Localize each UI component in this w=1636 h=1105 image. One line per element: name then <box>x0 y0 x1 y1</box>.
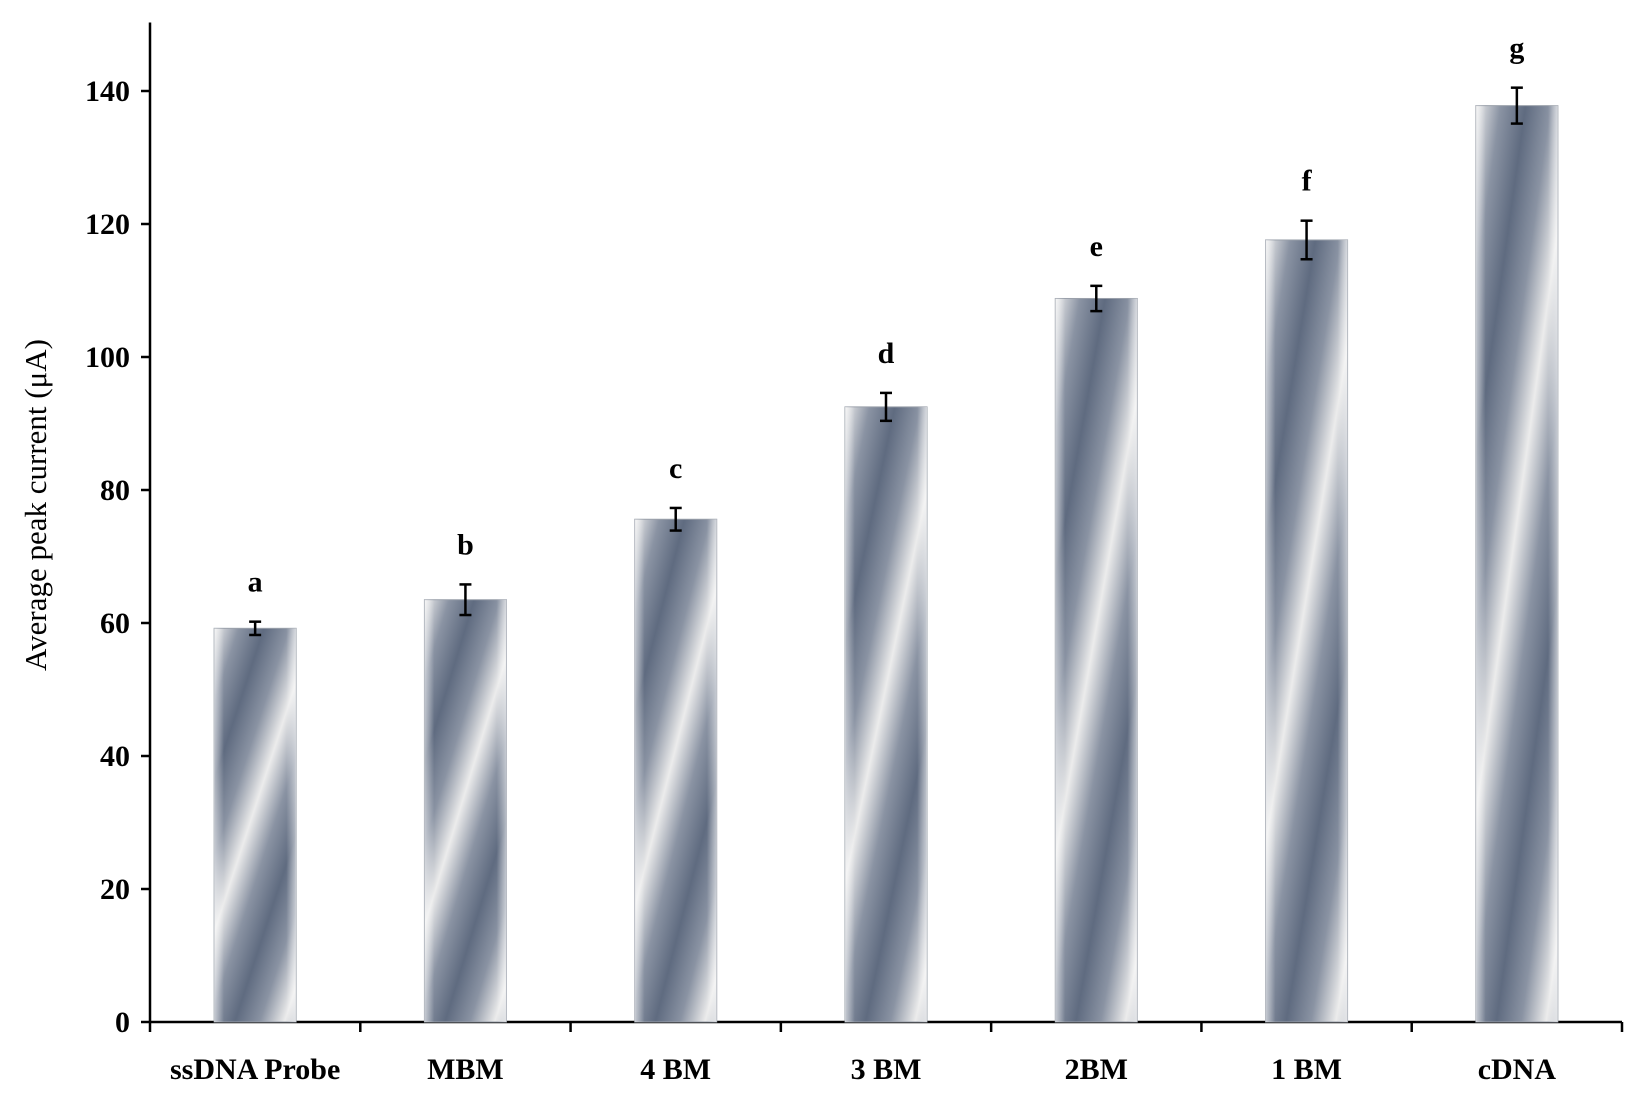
significance-letter: a <box>248 566 263 599</box>
category-label: MBM <box>427 1053 504 1086</box>
y-tick-label: 140 <box>85 75 130 108</box>
bar-highlight <box>1475 105 1558 1022</box>
category-label: 4 BM <box>640 1053 711 1086</box>
y-tick-label: 60 <box>100 607 130 640</box>
bar-highlight <box>424 599 507 1022</box>
labels: a ssDNA Probe b MBM c 4 BM d 3 BM e 2BM f 1 BM g cDNA <box>170 32 1556 1086</box>
category-label: ssDNA Probe <box>170 1053 340 1086</box>
category-label: 2BM <box>1065 1053 1128 1086</box>
y-tick-label: 80 <box>100 474 130 507</box>
axes: 0 20 40 60 80 100 120 140 <box>85 22 1624 1039</box>
significance-letter: e <box>1090 230 1103 263</box>
significance-letter: g <box>1509 32 1524 65</box>
y-tick-label: 100 <box>85 341 130 374</box>
bar-highlight <box>214 628 297 1022</box>
y-tick-label: 40 <box>100 740 130 773</box>
bar-highlight <box>845 406 927 1022</box>
category-label: 3 BM <box>851 1053 922 1086</box>
significance-letter: d <box>878 337 895 370</box>
bar-highlight <box>1055 298 1138 1023</box>
y-axis-title: Average peak current (μA) <box>18 339 53 671</box>
bars <box>213 86 1559 1023</box>
y-tick-label: 0 <box>115 1006 130 1039</box>
bar-highlight <box>634 519 717 1022</box>
category-label: cDNA <box>1478 1053 1557 1086</box>
significance-letter: b <box>457 528 474 561</box>
category-label: 1 BM <box>1271 1053 1342 1086</box>
bar-highlight <box>1265 239 1348 1022</box>
y-tick-label: 120 <box>85 208 130 241</box>
significance-letter: c <box>669 452 682 485</box>
y-tick-label: 20 <box>100 873 130 906</box>
significance-letter: f <box>1302 165 1313 198</box>
